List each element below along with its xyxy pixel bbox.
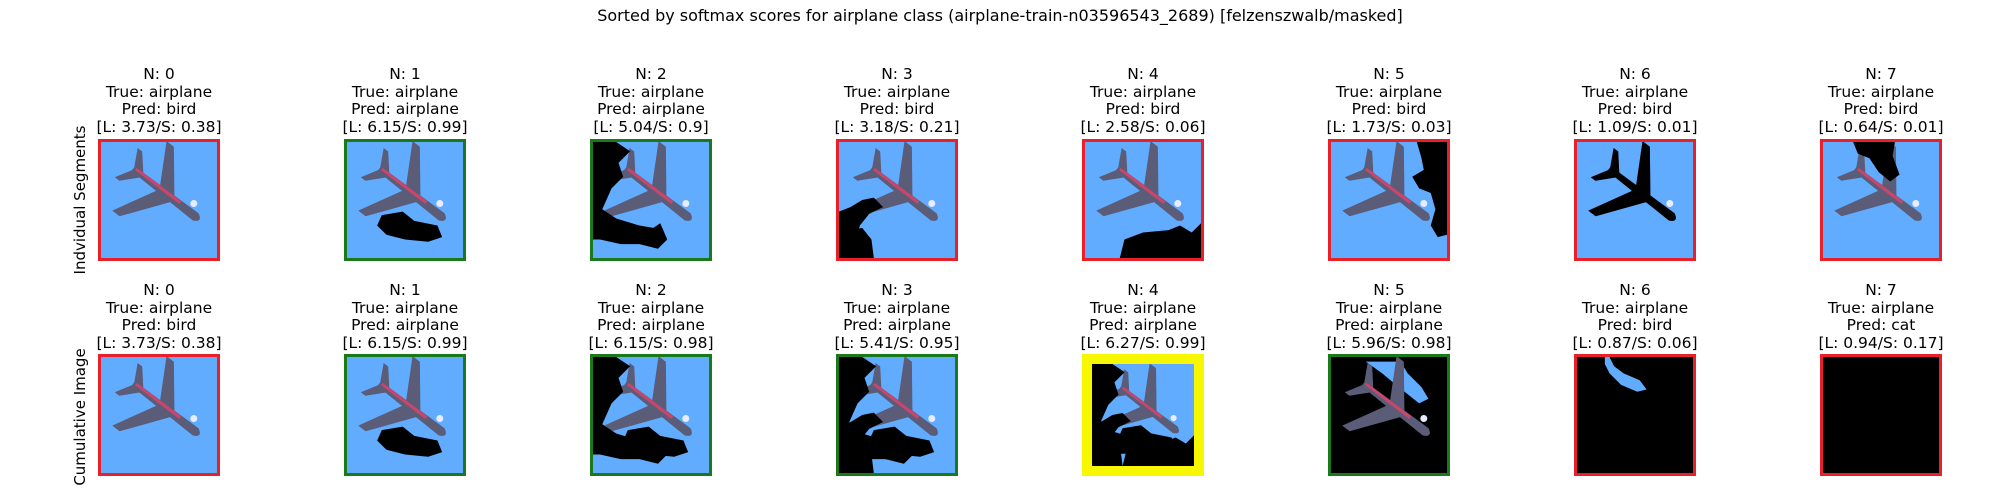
cell-truth-text: True: airplane <box>1827 82 1935 101</box>
cell-truth-text: True: airplane <box>843 82 951 101</box>
cell-title: N: 3 True: airplane Pred: bird [L: 3.18/S: … <box>787 65 1007 136</box>
cell-truth-text: True: airplane <box>1335 298 1443 317</box>
cell-score-text: [L: 3.73/S: 0.38] <box>96 333 222 352</box>
cell-title: N: 0 True: airplane Pred: bird [L: 3.73/S: … <box>49 65 269 136</box>
row-label-individual: Indvidual Segments <box>71 125 89 275</box>
cell-n-text: N: 1 <box>389 281 421 299</box>
cell-title: N: 4 True: airplane Pred: bird [L: 2.58/S: … <box>1033 65 1253 136</box>
cell-title: N: 3 True: airplane Pred: airplane [L: 5.41… <box>787 281 1007 352</box>
cell-title: N: 5 True: airplane Pred: bird [L: 1.73/S: … <box>1279 65 1499 136</box>
cell-pred-text: Pred: bird <box>859 100 935 118</box>
cell-n-text: N: 2 <box>635 65 667 83</box>
segment-thumbnail <box>1082 139 1204 261</box>
cell-n-text: N: 7 <box>1865 281 1897 299</box>
segment-thumbnail <box>1820 354 1942 476</box>
cell-score-text: [L: 6.15/S: 0.98] <box>588 333 714 352</box>
cell-truth-text: True: airplane <box>1581 298 1689 317</box>
segment-thumbnail <box>1574 139 1696 261</box>
segment-thumbnail <box>590 354 712 476</box>
cell-truth-text: True: airplane <box>597 82 705 101</box>
cell-score-text: [L: 0.87/S: 0.06] <box>1572 333 1698 352</box>
segment-thumbnail <box>1328 139 1450 261</box>
cell-title: N: 1 True: airplane Pred: airplane [L: 6.15… <box>295 281 515 352</box>
segment-thumbnail <box>590 139 712 261</box>
segment-thumbnail <box>344 139 466 261</box>
segment-thumbnail <box>1328 354 1450 476</box>
cell-score-text: [L: 5.41/S: 0.95] <box>834 333 960 352</box>
cell-pred-text: Pred: airplane <box>597 316 705 334</box>
cell-score-text: [L: 0.94/S: 0.17] <box>1818 333 1944 352</box>
cell-score-text: [L: 1.09/S: 0.01] <box>1572 117 1698 136</box>
cell-title: N: 4 True: airplane Pred: airplane [L: 6.27… <box>1033 281 1253 352</box>
cell-pred-text: Pred: bird <box>121 316 197 334</box>
cell-n-text: N: 4 <box>1127 281 1159 299</box>
cell-n-text: N: 6 <box>1619 65 1651 83</box>
cell-pred-text: Pred: airplane <box>1089 316 1197 334</box>
cell-truth-text: True: airplane <box>1335 82 1443 101</box>
segment-thumbnail <box>1820 139 1942 261</box>
cell-n-text: N: 6 <box>1619 281 1651 299</box>
cell-score-text: [L: 5.04/S: 0.9] <box>593 117 709 136</box>
cell-pred-text: Pred: bird <box>1105 100 1181 118</box>
cell-n-text: N: 7 <box>1865 65 1897 83</box>
cell-truth-text: True: airplane <box>1827 298 1935 317</box>
cell-score-text: [L: 1.73/S: 0.03] <box>1326 117 1452 136</box>
cell-title: N: 6 True: airplane Pred: bird [L: 1.09/S: … <box>1525 65 1745 136</box>
cell-score-text: [L: 6.15/S: 0.99] <box>342 333 468 352</box>
segment-thumbnail <box>1082 354 1204 476</box>
cell-n-text: N: 0 <box>143 65 175 83</box>
cell-n-text: N: 2 <box>635 281 667 299</box>
segment-thumbnail <box>836 139 958 261</box>
cell-truth-text: True: airplane <box>843 298 951 317</box>
cell-score-text: [L: 5.96/S: 0.98] <box>1326 333 1452 352</box>
cell-score-text: [L: 6.15/S: 0.99] <box>342 117 468 136</box>
cell-pred-text: Pred: bird <box>121 100 197 118</box>
cell-truth-text: True: airplane <box>1089 82 1197 101</box>
cell-n-text: N: 3 <box>881 65 913 83</box>
segment-thumbnail <box>98 354 220 476</box>
cell-score-text: [L: 6.27/S: 0.99] <box>1080 333 1206 352</box>
cell-n-text: N: 5 <box>1373 281 1405 299</box>
cell-pred-text: Pred: airplane <box>1335 316 1443 334</box>
cell-title: N: 1 True: airplane Pred: airplane [L: 6.15… <box>295 65 515 136</box>
cell-pred-text: Pred: airplane <box>843 316 951 334</box>
cell-title: N: 7 True: airplane Pred: bird [L: 0.64/S: … <box>1771 65 1991 136</box>
cell-score-text: [L: 0.64/S: 0.01] <box>1818 117 1944 136</box>
cell-title: N: 5 True: airplane Pred: airplane [L: 5.96… <box>1279 281 1499 352</box>
segment-thumbnail <box>344 354 466 476</box>
page-title: Sorted by softmax scores for airplane cl… <box>597 6 1403 25</box>
cell-pred-text: Pred: bird <box>1597 316 1673 334</box>
cell-pred-text: Pred: bird <box>1597 100 1673 118</box>
cell-n-text: N: 0 <box>143 281 175 299</box>
cell-truth-text: True: airplane <box>351 82 459 101</box>
cell-truth-text: True: airplane <box>597 298 705 317</box>
cell-n-text: N: 1 <box>389 65 421 83</box>
cell-score-text: [L: 2.58/S: 0.06] <box>1080 117 1206 136</box>
cell-n-text: N: 4 <box>1127 65 1159 83</box>
cell-pred-text: Pred: bird <box>1351 100 1427 118</box>
segment-thumbnail <box>1574 354 1696 476</box>
cell-truth-text: True: airplane <box>1089 298 1197 317</box>
cell-pred-text: Pred: airplane <box>351 100 459 118</box>
segment-thumbnail <box>98 139 220 261</box>
cell-truth-text: True: airplane <box>351 298 459 317</box>
cell-pred-text: Pred: airplane <box>597 100 705 118</box>
cell-truth-text: True: airplane <box>1581 82 1689 101</box>
cell-truth-text: True: airplane <box>105 82 213 101</box>
cell-score-text: [L: 3.18/S: 0.21] <box>834 117 960 136</box>
cell-title: N: 2 True: airplane Pred: airplane [L: 5.04… <box>541 65 761 136</box>
cell-title: N: 7 True: airplane Pred: cat [L: 0.94/S: 0… <box>1771 281 1991 352</box>
cell-pred-text: Pred: airplane <box>351 316 459 334</box>
cell-n-text: N: 5 <box>1373 65 1405 83</box>
cell-pred-text: Pred: cat <box>1846 316 1916 334</box>
cell-score-text: [L: 3.73/S: 0.38] <box>96 117 222 136</box>
cell-title: N: 2 True: airplane Pred: airplane [L: 6.15… <box>541 281 761 352</box>
segment-thumbnail <box>836 354 958 476</box>
row-label-cumulative: Cumulative Image <box>71 348 89 486</box>
cell-pred-text: Pred: bird <box>1843 100 1919 118</box>
cell-title: N: 6 True: airplane Pred: bird [L: 0.87/S: … <box>1525 281 1745 352</box>
cell-truth-text: True: airplane <box>105 298 213 317</box>
cell-n-text: N: 3 <box>881 281 913 299</box>
cell-title: N: 0 True: airplane Pred: bird [L: 3.73/S: … <box>49 281 269 352</box>
